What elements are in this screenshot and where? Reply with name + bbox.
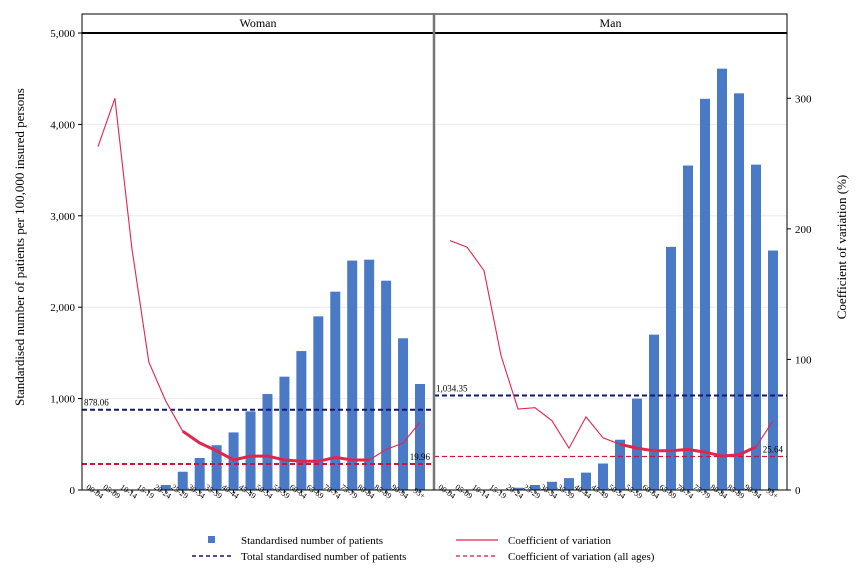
y-left-tick-label: 2,000 xyxy=(50,302,75,314)
legend: Standardised number of patients Coeffici… xyxy=(192,535,655,563)
legend-total-label: Total standardised number of patients xyxy=(241,551,406,563)
axes: 0 1,000 2,000 3,000 4,000 5,000 0 100 200 300 00-0… xyxy=(50,28,812,501)
bar-layer xyxy=(143,68,778,491)
bar xyxy=(632,398,642,490)
bar xyxy=(194,458,205,490)
bar xyxy=(364,259,375,490)
y-right-tick-label: 0 xyxy=(795,485,801,497)
y-left-axis-label: Standardised number of patients per 100,… xyxy=(12,88,27,406)
panel-frames: Woman Man xyxy=(81,13,788,491)
bar xyxy=(717,68,727,490)
bar xyxy=(177,471,188,490)
y-right-tick-label: 100 xyxy=(795,354,812,366)
cv-line-bold xyxy=(619,442,757,458)
bar xyxy=(296,351,307,490)
bar xyxy=(530,484,540,490)
bar xyxy=(768,250,778,490)
bar xyxy=(564,478,574,490)
bar xyxy=(347,260,358,490)
bar xyxy=(751,164,761,490)
x-tick-label: 95+ xyxy=(765,486,781,501)
bar xyxy=(330,291,341,490)
bar xyxy=(381,280,392,490)
y-right-tick-label: 200 xyxy=(795,224,812,236)
reference-lines: 878.06 19.96 1,034.35 25.64 xyxy=(82,383,787,465)
y-right-axis-label: Coefficient of variation (%) xyxy=(834,175,849,320)
bar xyxy=(615,439,625,490)
bar xyxy=(683,165,693,490)
x-tick-label: 95+ xyxy=(412,486,428,501)
bar xyxy=(279,376,290,490)
legend-cv-all-label: Coefficient of variation (all ages) xyxy=(508,551,655,563)
total-line-label: 878.06 xyxy=(84,398,109,408)
x-tick-label: 00-04 xyxy=(85,483,105,501)
y-left-tick-label: 3,000 xyxy=(50,211,75,223)
bar xyxy=(398,338,409,490)
bar xyxy=(211,445,222,490)
bar xyxy=(598,463,608,490)
panel-title: Man xyxy=(600,16,622,30)
bar xyxy=(160,484,171,490)
y-left-tick-label: 0 xyxy=(70,485,76,497)
legend-bar-swatch xyxy=(208,536,215,543)
y-left-tick-label: 4,000 xyxy=(50,119,75,131)
bar xyxy=(649,334,659,490)
bar xyxy=(262,394,273,490)
bar xyxy=(513,487,523,490)
bar xyxy=(415,383,425,490)
bar xyxy=(547,481,557,490)
x-tick-label: 10-14 xyxy=(118,483,138,501)
cv-all-line-label: 19.96 xyxy=(410,452,431,462)
bar xyxy=(313,316,324,490)
bar xyxy=(734,93,744,490)
total-line-label: 1,034.35 xyxy=(436,383,468,393)
bar xyxy=(700,98,710,491)
x-tick-label: 15-19 xyxy=(135,483,155,501)
y-left-tick-label: 5,000 xyxy=(50,28,75,40)
bar xyxy=(245,411,256,490)
y-left-tick-label: 1,000 xyxy=(50,394,75,406)
cv-lines xyxy=(97,98,774,463)
x-tick-label: 20-24 xyxy=(505,483,525,501)
y-right-tick-label: 300 xyxy=(795,93,812,105)
panel-title: Woman xyxy=(239,16,276,30)
cv-line-bold xyxy=(181,429,370,463)
bar xyxy=(666,246,676,490)
legend-bar-label: Standardised number of patients xyxy=(241,535,383,547)
x-tick-label: 05-09 xyxy=(454,483,474,501)
x-tick-label: 05-09 xyxy=(102,483,122,501)
x-tick-label: 15-19 xyxy=(488,483,508,501)
bar xyxy=(581,472,591,490)
x-tick-label: 10-14 xyxy=(471,483,491,501)
legend-cv-label: Coefficient of variation xyxy=(508,535,612,547)
cv-all-line-label: 25.64 xyxy=(763,445,784,455)
x-tick-label: 00-04 xyxy=(437,483,457,501)
